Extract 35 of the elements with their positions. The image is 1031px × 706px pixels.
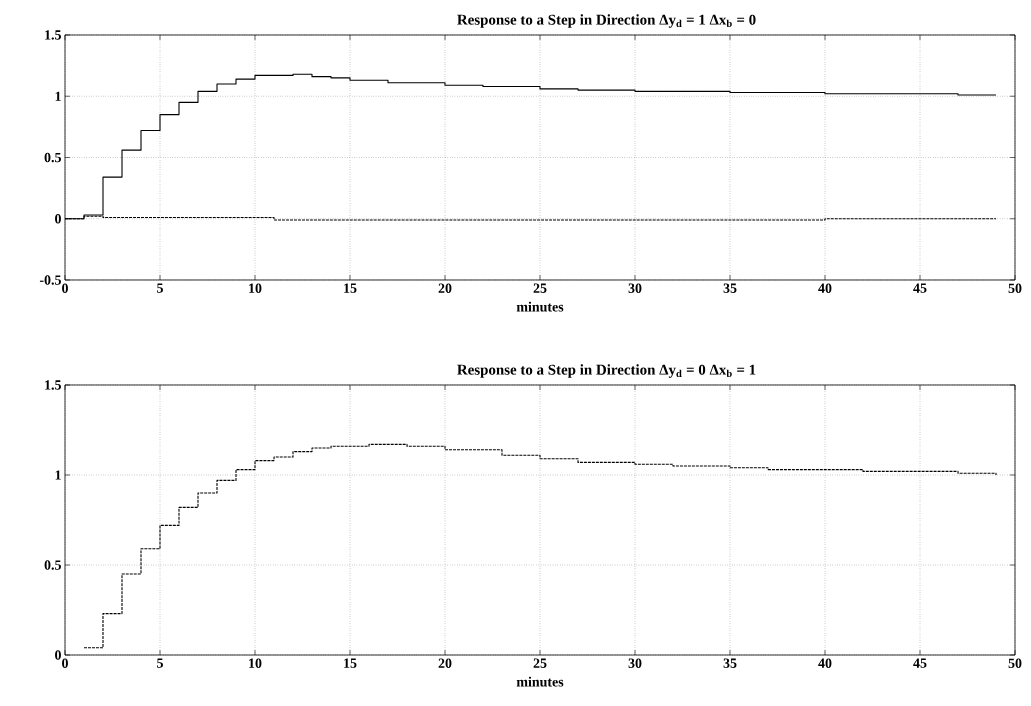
x-tick-label: 35: [723, 658, 737, 668]
x-tick-label: 35: [723, 283, 737, 293]
x-tick-label: 10: [249, 658, 262, 668]
x-tick-label: 0: [62, 658, 68, 668]
y-tick-label: 0: [55, 650, 61, 660]
chart-title: Response to a Step in Direction Δy$_{d}$ = 0 Δx$_{b}$ = 1: [457, 364, 756, 378]
y-tick-label: -0.5: [39, 275, 61, 285]
y-tick-label: 1.5: [45, 380, 61, 390]
x-tick-label: 25: [533, 283, 547, 293]
x-tick-label: 20: [438, 283, 452, 293]
x-tick-label: 50: [1008, 658, 1022, 668]
x-tick-label: 30: [628, 658, 642, 668]
x-tick-label: 45: [913, 658, 927, 668]
x-axis-title: minutes: [516, 676, 564, 687]
x-tick-label: 5: [157, 658, 163, 668]
x-tick-label: 15: [344, 658, 357, 668]
chart-title: Response to a Step in Direction Δy$_{d}$ = 1 Δx$_{b}$ = 0: [457, 14, 756, 28]
y-tick-label: 1: [55, 91, 61, 101]
x-tick-label: 40: [818, 283, 832, 293]
y-tick-label: 0: [55, 214, 61, 224]
x-tick-label: 15: [344, 283, 357, 293]
x-tick-label: 45: [913, 283, 927, 293]
x-tick-label: 50: [1008, 283, 1022, 293]
x-tick-label: 5: [157, 283, 163, 293]
x-tick-label: 0: [62, 283, 68, 293]
x-tick-label: 25: [533, 658, 547, 668]
x-tick-label: 10: [249, 283, 262, 293]
y-tick-label: 0.5: [44, 152, 61, 163]
x-tick-label: 30: [628, 283, 642, 293]
x-axis-title: minutes: [516, 301, 564, 312]
y-tick-label: 0.5: [44, 560, 61, 570]
y-tick-label: 1.5: [45, 30, 61, 40]
x-tick-label: 20: [438, 658, 452, 668]
y-tick-label: 1: [55, 470, 61, 480]
x-tick-label: 40: [818, 658, 832, 668]
